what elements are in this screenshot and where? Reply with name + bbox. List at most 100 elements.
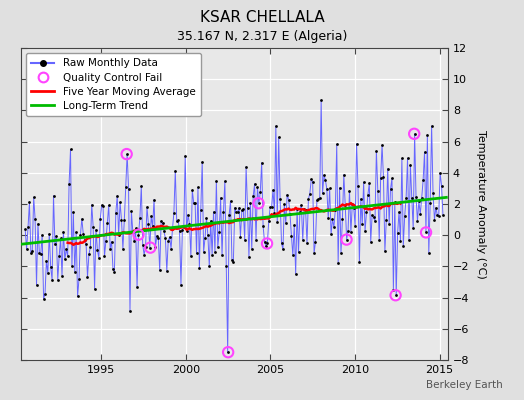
Point bbox=[57, 235, 65, 242]
Point bbox=[176, 228, 184, 234]
Point bbox=[133, 284, 141, 290]
Point bbox=[436, 170, 444, 176]
Point bbox=[132, 225, 140, 232]
Legend: Raw Monthly Data, Quality Control Fail, Five Year Moving Average, Long-Term Tren: Raw Monthly Data, Quality Control Fail, … bbox=[26, 53, 201, 116]
Point bbox=[99, 203, 107, 210]
Point bbox=[102, 238, 110, 244]
Point bbox=[351, 223, 359, 229]
Point bbox=[300, 206, 308, 212]
Point bbox=[62, 246, 70, 252]
Point bbox=[45, 230, 53, 237]
Point bbox=[329, 216, 337, 223]
Point bbox=[424, 250, 433, 256]
Point bbox=[333, 141, 341, 147]
Point bbox=[81, 237, 89, 244]
Point bbox=[195, 265, 203, 271]
Point bbox=[188, 187, 196, 194]
Point bbox=[232, 209, 241, 216]
Point bbox=[340, 172, 348, 178]
Point bbox=[53, 277, 62, 283]
Point bbox=[116, 199, 124, 206]
Point bbox=[75, 276, 83, 282]
Point bbox=[338, 216, 346, 222]
Point bbox=[164, 238, 172, 244]
Point bbox=[279, 246, 287, 253]
Point bbox=[304, 196, 313, 202]
Point bbox=[185, 220, 194, 227]
Point bbox=[422, 229, 430, 236]
Point bbox=[365, 180, 374, 187]
Point bbox=[182, 228, 191, 234]
Point bbox=[228, 256, 236, 263]
Point bbox=[105, 202, 113, 208]
Point bbox=[83, 274, 92, 280]
Point bbox=[287, 232, 296, 239]
Point bbox=[372, 148, 380, 154]
Point bbox=[29, 194, 38, 200]
Point bbox=[100, 253, 108, 260]
Point bbox=[255, 200, 263, 206]
Point bbox=[162, 268, 171, 274]
Point bbox=[58, 272, 66, 279]
Point bbox=[190, 200, 198, 206]
Point bbox=[296, 208, 304, 215]
Point bbox=[236, 234, 245, 240]
Point bbox=[170, 210, 178, 216]
Point bbox=[291, 271, 300, 278]
Point bbox=[141, 244, 150, 250]
Point bbox=[107, 238, 116, 245]
Point bbox=[23, 246, 31, 252]
Point bbox=[331, 207, 340, 213]
Point bbox=[378, 142, 386, 148]
Point bbox=[123, 151, 131, 157]
Point bbox=[214, 244, 222, 250]
Point bbox=[235, 204, 243, 211]
Point bbox=[271, 123, 280, 129]
Point bbox=[420, 149, 429, 155]
Point bbox=[113, 192, 122, 199]
Point bbox=[388, 175, 396, 181]
Point bbox=[286, 211, 294, 217]
Point bbox=[226, 198, 235, 204]
Point bbox=[314, 196, 322, 202]
Point bbox=[386, 186, 395, 192]
Point bbox=[406, 162, 414, 168]
Point bbox=[352, 140, 361, 147]
Point bbox=[390, 199, 399, 206]
Point bbox=[78, 216, 86, 222]
Point bbox=[161, 235, 170, 241]
Point bbox=[167, 246, 175, 252]
Point bbox=[51, 241, 59, 247]
Point bbox=[71, 269, 79, 276]
Point bbox=[374, 188, 382, 194]
Point bbox=[438, 182, 446, 189]
Point bbox=[246, 200, 255, 206]
Point bbox=[392, 292, 400, 298]
Point bbox=[79, 230, 88, 237]
Point bbox=[416, 210, 424, 217]
Point bbox=[92, 226, 100, 233]
Y-axis label: Temperature Anomaly (°C): Temperature Anomaly (°C) bbox=[476, 130, 486, 278]
Point bbox=[67, 146, 75, 152]
Point bbox=[34, 220, 42, 227]
Point bbox=[224, 349, 232, 356]
Point bbox=[128, 228, 137, 235]
Point bbox=[211, 249, 219, 256]
Point bbox=[283, 191, 291, 198]
Point bbox=[303, 240, 311, 246]
Point bbox=[147, 213, 156, 219]
Point bbox=[357, 196, 365, 202]
Point bbox=[93, 247, 102, 253]
Point bbox=[73, 293, 82, 300]
Point bbox=[204, 232, 212, 238]
Point bbox=[280, 201, 289, 207]
Point bbox=[270, 210, 279, 216]
Point bbox=[294, 249, 303, 256]
Point bbox=[110, 268, 118, 275]
Point bbox=[389, 286, 398, 293]
Point bbox=[180, 224, 188, 230]
Point bbox=[38, 232, 46, 238]
Point bbox=[97, 202, 106, 208]
Point bbox=[181, 153, 189, 159]
Text: Berkeley Earth: Berkeley Earth bbox=[427, 380, 503, 390]
